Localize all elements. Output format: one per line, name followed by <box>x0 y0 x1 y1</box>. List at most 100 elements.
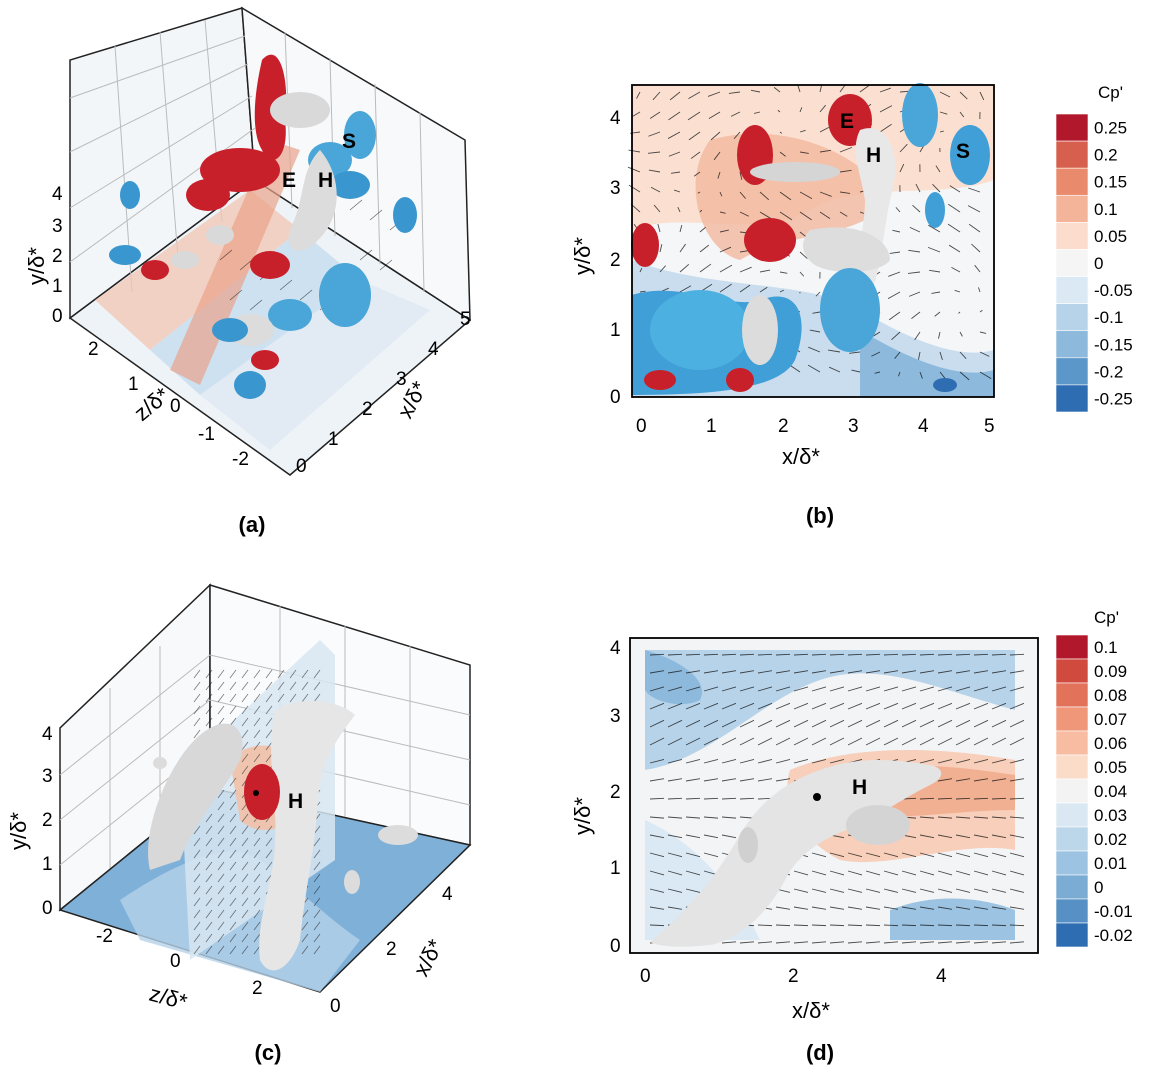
velocity-vector <box>955 686 971 692</box>
velocity-vector <box>301 909 309 919</box>
panel-b-x-tick-1: 1 <box>706 416 717 437</box>
velocity-vector <box>919 906 935 910</box>
velocity-vector <box>773 87 781 93</box>
velocity-vector <box>883 686 899 692</box>
velocity-vector <box>799 251 808 259</box>
velocity-vector <box>241 849 249 859</box>
colorbar-b-level-label: -0.1 <box>1094 308 1123 327</box>
velocity-vector <box>652 91 661 101</box>
velocity-vector <box>883 719 899 728</box>
colorbar-d-title: Cp' <box>1094 608 1119 627</box>
velocity-vector <box>948 244 961 253</box>
velocity-vector <box>928 224 941 233</box>
velocity-vector <box>955 737 971 746</box>
velocity-vector <box>757 702 773 710</box>
velocity-vector <box>901 852 917 858</box>
velocity-vector <box>991 653 1007 656</box>
velocity-vector <box>653 204 661 213</box>
velocity-vector <box>253 753 261 763</box>
velocity-vector <box>719 211 726 214</box>
velocity-vector <box>193 729 201 739</box>
velocity-vector <box>883 737 899 746</box>
velocity-vector <box>775 719 791 728</box>
velocity-vector <box>241 921 249 931</box>
panel-d-x-ticks: 0 2 4 <box>640 966 947 987</box>
velocity-vector <box>313 921 321 931</box>
velocity-vector <box>253 885 261 895</box>
velocity-vector <box>301 693 309 703</box>
colorbar-d-level-label: 0.01 <box>1094 854 1127 873</box>
velocity-vector <box>699 244 710 253</box>
velocity-vector <box>253 729 261 739</box>
velocity-vector <box>241 693 249 703</box>
colorbar-d-level-label: -0.02 <box>1094 926 1133 945</box>
velocity-vector <box>973 778 989 782</box>
velocity-vector <box>865 852 881 858</box>
velocity-vector <box>901 702 917 710</box>
velocity-vector <box>265 693 273 703</box>
velocity-vector <box>217 849 225 859</box>
velocity-vector <box>955 941 971 944</box>
velocity-vector <box>229 849 237 859</box>
velocity-vector <box>937 719 953 728</box>
velocity-vector <box>241 753 249 763</box>
velocity-vector <box>849 351 861 354</box>
velocity-vector <box>650 186 661 193</box>
velocity-vector <box>759 211 772 219</box>
velocity-vector <box>253 921 261 931</box>
velocity-vector <box>1009 816 1025 819</box>
velocity-vector <box>991 686 1007 692</box>
velocity-vector <box>739 284 751 293</box>
panel-c-y-tick-0: 0 <box>42 898 53 919</box>
velocity-vector <box>829 737 845 746</box>
velocity-vector <box>721 834 737 839</box>
velocity-vector <box>229 777 237 787</box>
panel-a-z-ticks: 2 1 0 -1 -2 <box>88 339 249 470</box>
velocity-vector <box>229 717 237 727</box>
velocity-vector <box>973 719 989 728</box>
velocity-vector <box>265 741 273 751</box>
velocity-vector <box>1009 759 1025 764</box>
panel-c-x-tick-0: 0 <box>330 996 341 1017</box>
velocity-vector <box>1009 941 1025 944</box>
velocity-vector <box>759 191 770 201</box>
panel-d-x-tick-2: 2 <box>788 966 799 987</box>
velocity-vector <box>891 331 901 341</box>
velocity-vector <box>937 834 953 839</box>
velocity-vector <box>919 888 935 893</box>
panel-c-y-tick-1: 1 <box>42 854 53 875</box>
velocity-vector <box>205 825 213 835</box>
velocity-vector <box>313 849 321 859</box>
velocity-vector <box>241 717 249 727</box>
velocity-vector <box>241 705 249 715</box>
colorbar-b-swatch <box>1055 384 1089 413</box>
velocity-vector <box>779 131 783 134</box>
velocity-vector <box>819 126 829 133</box>
velocity-vector <box>959 331 963 337</box>
velocity-vector <box>217 801 225 811</box>
velocity-vector <box>679 263 690 273</box>
velocity-vector <box>313 897 321 907</box>
velocity-vector <box>313 945 321 955</box>
velocity-vector <box>955 653 971 656</box>
velocity-vector <box>229 681 237 691</box>
velocity-vector <box>253 861 261 871</box>
velocity-vector <box>719 264 733 273</box>
velocity-vector <box>669 91 681 101</box>
velocity-vector <box>939 111 948 115</box>
colorbar-d-level-label: -0.01 <box>1094 902 1133 921</box>
velocity-vector <box>703 778 719 782</box>
velocity-vector <box>628 184 641 193</box>
velocity-vector <box>205 693 213 703</box>
velocity-vector <box>713 151 721 161</box>
velocity-vector <box>777 109 781 113</box>
velocity-vector <box>968 223 981 233</box>
velocity-vector <box>799 129 806 133</box>
colorbar-d-svg: Cp' 0.1 0.09 0.08 0.07 0.06 0.05 0.04 0.03 0.02 0… <box>1055 608 1133 948</box>
panel-c-marker-h: H <box>288 790 303 813</box>
velocity-vector <box>883 906 899 910</box>
velocity-vector <box>865 888 881 893</box>
velocity-vector <box>265 753 273 763</box>
velocity-vector <box>217 669 225 679</box>
velocity-vector <box>739 266 752 273</box>
